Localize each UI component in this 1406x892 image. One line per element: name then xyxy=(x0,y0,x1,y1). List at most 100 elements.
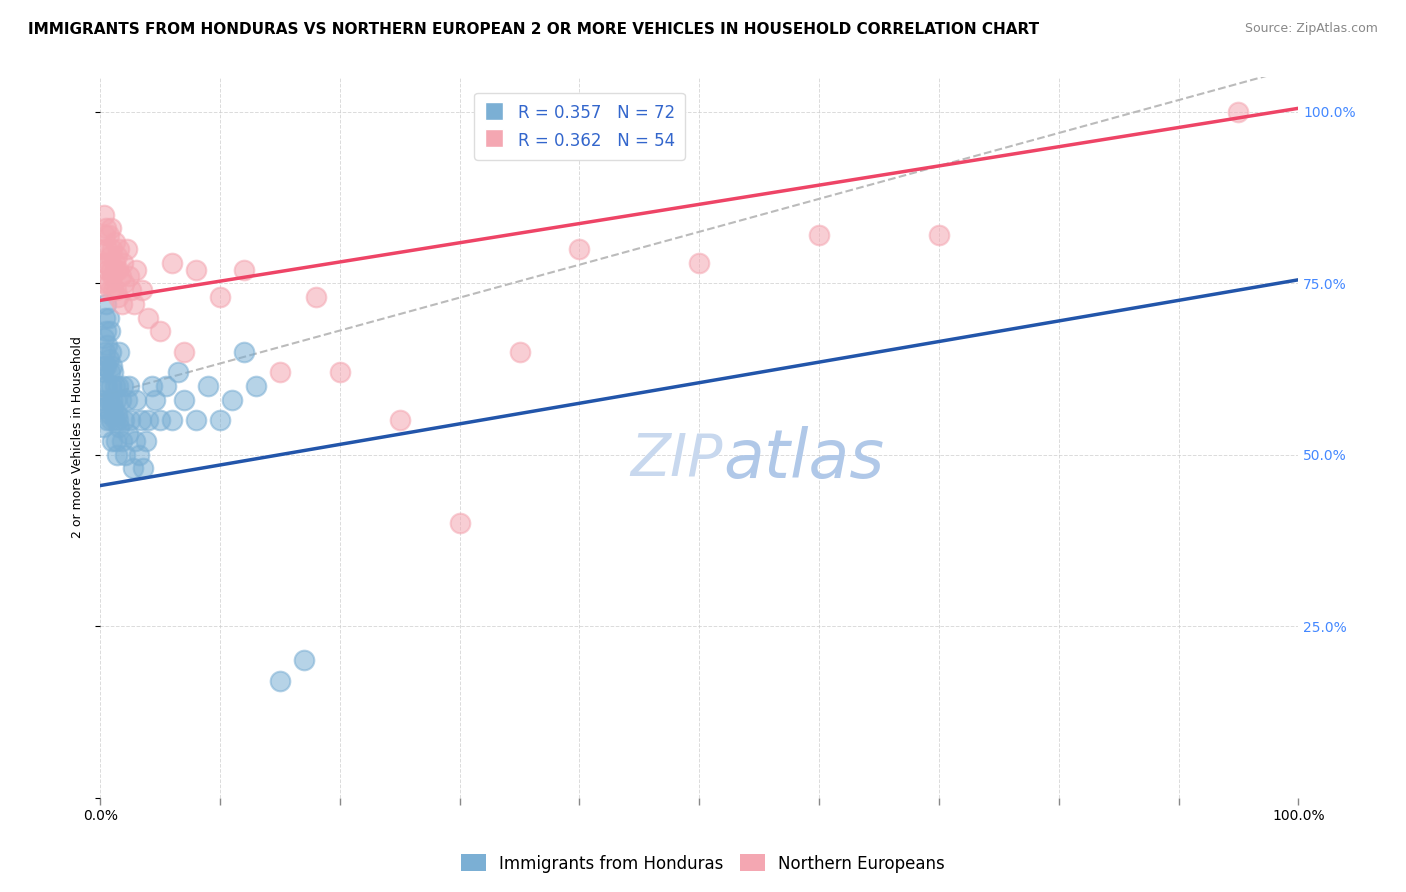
Point xyxy=(104,262,127,277)
Point xyxy=(100,413,122,427)
Point xyxy=(173,344,195,359)
Point xyxy=(96,413,118,427)
Point xyxy=(115,242,138,256)
Point xyxy=(94,379,117,393)
Point xyxy=(1227,104,1250,119)
Point xyxy=(120,413,142,427)
Point xyxy=(101,434,124,448)
Point xyxy=(101,392,124,407)
Point xyxy=(120,283,142,297)
Point xyxy=(122,297,145,311)
Point xyxy=(129,413,152,427)
Point xyxy=(104,255,127,269)
Point xyxy=(104,392,127,407)
Point xyxy=(208,290,231,304)
Point xyxy=(155,379,177,393)
Point xyxy=(93,400,115,414)
Point xyxy=(96,400,118,414)
Point xyxy=(108,242,131,256)
Point xyxy=(104,434,127,448)
Point xyxy=(269,674,291,689)
Point xyxy=(107,262,129,277)
Point xyxy=(149,413,172,427)
Point xyxy=(97,228,120,243)
Point xyxy=(93,255,115,269)
Point xyxy=(115,392,138,407)
Point xyxy=(96,379,118,393)
Point xyxy=(104,379,127,393)
Point xyxy=(96,262,118,277)
Point xyxy=(90,392,112,407)
Point xyxy=(107,413,129,427)
Point xyxy=(93,208,115,222)
Point xyxy=(110,269,132,284)
Point xyxy=(125,392,148,407)
Point xyxy=(233,344,256,359)
Point xyxy=(100,379,122,393)
Legend: Immigrants from Honduras, Northern Europeans: Immigrants from Honduras, Northern Europ… xyxy=(454,847,952,880)
Point xyxy=(388,413,411,427)
Text: ZIP: ZIP xyxy=(631,431,723,488)
Point xyxy=(104,283,127,297)
Point xyxy=(167,365,190,379)
Point xyxy=(269,365,291,379)
Point xyxy=(208,413,231,427)
Point xyxy=(91,242,114,256)
Point xyxy=(96,221,118,235)
Point xyxy=(104,413,127,427)
Point xyxy=(132,461,155,475)
Point xyxy=(111,255,134,269)
Point xyxy=(98,324,121,338)
Text: atlas: atlas xyxy=(723,426,884,492)
Point xyxy=(184,262,207,277)
Point xyxy=(94,344,117,359)
Point xyxy=(112,413,135,427)
Point xyxy=(98,249,121,263)
Point xyxy=(111,434,134,448)
Point xyxy=(93,331,115,345)
Point xyxy=(568,242,591,256)
Point xyxy=(94,277,117,291)
Point xyxy=(97,277,120,291)
Y-axis label: 2 or more Vehicles in Household: 2 or more Vehicles in Household xyxy=(72,336,84,539)
Point xyxy=(107,290,129,304)
Point xyxy=(118,269,141,284)
Point xyxy=(118,379,141,393)
Point xyxy=(136,310,159,325)
Point xyxy=(97,392,120,407)
Text: Source: ZipAtlas.com: Source: ZipAtlas.com xyxy=(1244,22,1378,36)
Point xyxy=(98,407,121,421)
Point xyxy=(160,413,183,427)
Point xyxy=(91,365,114,379)
Point xyxy=(101,359,124,373)
Point xyxy=(97,351,120,366)
Point xyxy=(149,324,172,338)
Point xyxy=(292,653,315,667)
Point xyxy=(94,310,117,325)
Point xyxy=(103,365,125,379)
Point xyxy=(114,448,136,462)
Point xyxy=(124,434,146,448)
Point xyxy=(509,344,531,359)
Point xyxy=(135,434,157,448)
Point xyxy=(111,379,134,393)
Point xyxy=(125,262,148,277)
Point xyxy=(96,297,118,311)
Point xyxy=(688,255,710,269)
Point xyxy=(100,262,122,277)
Point xyxy=(101,242,124,256)
Point xyxy=(128,448,150,462)
Point xyxy=(184,413,207,427)
Point xyxy=(97,310,120,325)
Point xyxy=(141,379,163,393)
Point xyxy=(98,283,121,297)
Point xyxy=(105,407,128,421)
Point xyxy=(173,392,195,407)
Point xyxy=(329,365,352,379)
Point xyxy=(121,461,143,475)
Point xyxy=(96,359,118,373)
Point xyxy=(105,448,128,462)
Point xyxy=(245,379,267,393)
Point xyxy=(197,379,219,393)
Point xyxy=(808,228,831,243)
